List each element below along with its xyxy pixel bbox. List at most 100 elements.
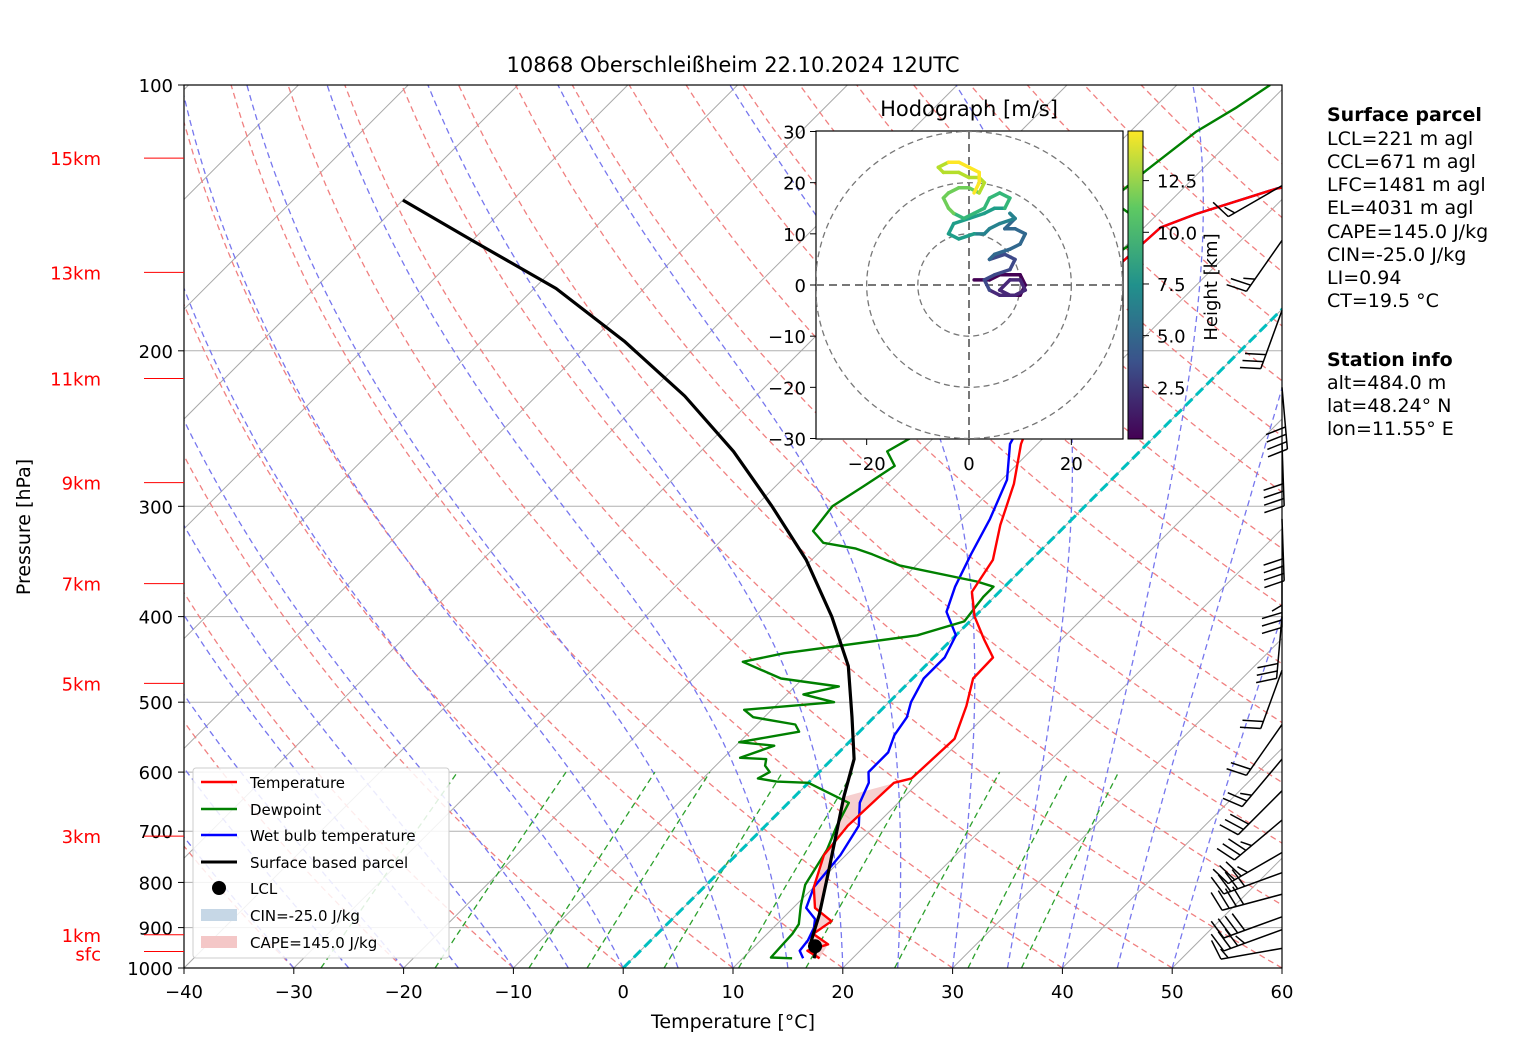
cape-area xyxy=(809,778,912,959)
y-axis-label: Pressure [hPa] xyxy=(13,459,35,595)
wind-barb-feather xyxy=(1257,662,1279,669)
wind-barb-feather xyxy=(1229,813,1250,825)
wind-barb-staff xyxy=(1220,947,1283,960)
wind-barb-feather xyxy=(1230,277,1251,286)
hodograph-y-tick-label: 30 xyxy=(783,123,806,144)
dry-adiabat xyxy=(287,85,1063,968)
legend-wetbulb-label: Wet bulb temperature xyxy=(250,827,416,845)
hodograph-x-tick-label: 0 xyxy=(963,454,974,475)
isotherm-gridline xyxy=(732,418,1282,968)
colorbar-tick-label: 5.0 xyxy=(1157,327,1186,348)
wind-barb-feather xyxy=(1263,572,1285,581)
wind-barb xyxy=(1265,387,1289,458)
height-label: sfc xyxy=(75,945,101,966)
x-tick-label: 60 xyxy=(1271,982,1294,1003)
hodograph-segment xyxy=(977,180,987,195)
hodograph-segment xyxy=(967,165,981,175)
dry-adiabat xyxy=(184,120,844,968)
height-label: 9km xyxy=(62,474,101,495)
wind-barb-feather xyxy=(1225,861,1242,877)
isotherm-gridline xyxy=(184,85,519,420)
wind-barb-feather xyxy=(1217,918,1232,936)
wind-barb-feather xyxy=(1242,719,1264,723)
wind-barb-feather xyxy=(1222,797,1243,808)
wind-barb xyxy=(1216,819,1283,861)
wind-barb-staff xyxy=(1275,616,1283,679)
hodograph-x-tick-label: 20 xyxy=(1060,454,1083,475)
hodograph-segment xyxy=(957,170,971,180)
hodograph-segment xyxy=(972,180,981,195)
dry-adiabat xyxy=(344,85,1173,968)
height-label: 5km xyxy=(62,674,101,695)
parcel-info-line: LCL=221 m agl xyxy=(1327,128,1473,150)
hodograph: −30 −20 −10 0 10 20 30 −20 0 20 Hodograph [m/s] 2… xyxy=(768,97,1222,475)
wind-barb-feather xyxy=(1222,843,1241,856)
parcel-profile xyxy=(402,198,856,959)
wind-barb-staff xyxy=(1245,724,1283,776)
moist-adiabat xyxy=(246,85,734,968)
moist-adiabat xyxy=(1171,613,1282,968)
station-info-line: alt=484.0 m xyxy=(1327,372,1446,394)
wind-barb-staff xyxy=(1281,443,1285,506)
parcel-info-panel: Surface parcel LCL=221 m agl CCL=671 m a… xyxy=(1327,104,1488,312)
moist-adiabat xyxy=(427,85,844,968)
wind-barb-feather xyxy=(1239,366,1261,370)
parcel-info-line: CCL=671 m agl xyxy=(1327,151,1476,173)
x-tick-label: −10 xyxy=(494,982,532,1003)
hodograph-segment xyxy=(1018,273,1028,287)
wind-barb-feather xyxy=(1243,277,1256,280)
wind-barb xyxy=(1212,851,1283,885)
wind-barb-feather xyxy=(1237,866,1249,874)
x-tick-label: 0 xyxy=(617,982,628,1003)
hodograph-segment xyxy=(982,196,992,210)
wind-barb-feather xyxy=(1224,818,1244,831)
x-tick-label: −40 xyxy=(165,982,203,1003)
wind-barb-feather xyxy=(1265,426,1286,436)
legend-parcel-label: Surface based parcel xyxy=(250,854,408,872)
y-tick-label: 200 xyxy=(139,342,173,363)
hodograph-segment xyxy=(987,191,1002,200)
wind-barb xyxy=(1261,565,1283,635)
isotherm-gridline xyxy=(842,528,1282,968)
dry-adiabat xyxy=(401,85,1282,968)
legend-cape-label: CAPE=145.0 J/kg xyxy=(250,934,377,952)
parcel-info-line: LFC=1481 m agl xyxy=(1327,174,1486,196)
wind-barb-feather xyxy=(1271,604,1283,612)
wind-barb-feather xyxy=(1239,726,1261,730)
moist-adiabat xyxy=(955,85,1074,968)
y-tick-label: 600 xyxy=(139,763,173,784)
wind-barb xyxy=(1210,940,1283,960)
y-tick-label: 500 xyxy=(139,693,173,714)
x-tick-label: −20 xyxy=(385,982,423,1003)
hodograph-segment xyxy=(957,232,976,241)
hodograph-segment xyxy=(941,196,951,210)
mixing-ratio-line xyxy=(1020,771,1120,968)
isotherm-gridline xyxy=(184,85,738,640)
wind-barb xyxy=(1219,790,1283,836)
parcel-info-heading: Surface parcel xyxy=(1327,104,1482,126)
wind-barb-feather xyxy=(1212,868,1229,885)
colorbar-tick-label: 10.0 xyxy=(1157,223,1197,244)
moist-adiabat xyxy=(184,93,679,968)
isotherm-gridline xyxy=(184,85,848,750)
mixing-ratio-line xyxy=(894,771,1001,968)
hodograph-segment xyxy=(982,278,992,292)
hodograph-segment xyxy=(1018,232,1028,246)
wind-barb-feather xyxy=(1210,876,1225,895)
wind-barb-feather xyxy=(1242,359,1264,363)
wind-barb-feather xyxy=(1227,791,1248,802)
dry-adiabat xyxy=(514,85,1282,844)
isotherm-gridline xyxy=(1062,747,1282,968)
wind-barb-staff xyxy=(1260,669,1283,729)
hodograph-segment xyxy=(1003,196,1012,210)
moist-adiabat xyxy=(557,85,902,968)
height-label: 11km xyxy=(50,370,101,391)
wind-barb-feather xyxy=(1230,761,1251,770)
legend-cin-swatch xyxy=(201,909,237,921)
x-tick-label: 20 xyxy=(831,982,854,1003)
height-label: 3km xyxy=(62,827,101,848)
temperature-profile xyxy=(806,186,1282,960)
hodograph-y-tick-label: 20 xyxy=(783,174,806,195)
station-info-panel: Station info alt=484.0 m lat=48.24° N lo… xyxy=(1327,349,1454,440)
hodograph-y-tick-label: −30 xyxy=(768,430,806,451)
